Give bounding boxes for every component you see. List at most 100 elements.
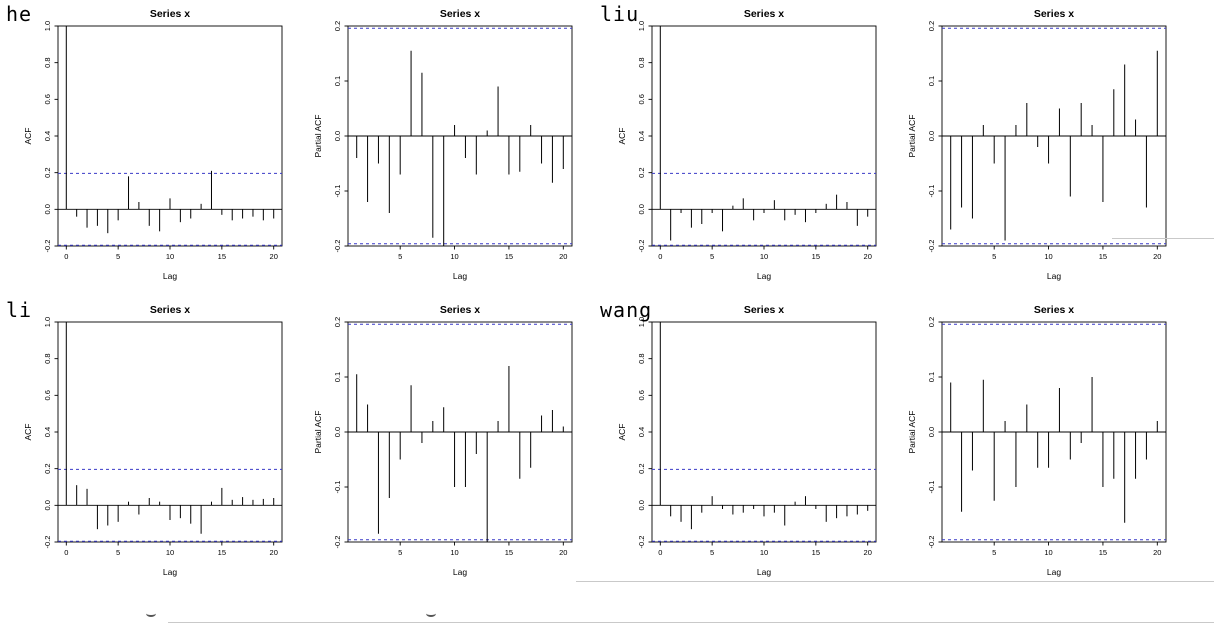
acf-plot-he: Series x -0.2 0.0 0.2 0.4 0.6 0.8 1.0 0 5 10 15 20 La… (22, 2, 290, 284)
pacf-plot-he: Series x -0.2 -0.1 0.0 0.1 0.2 5 10 15 20 Lag Parti… (312, 2, 580, 284)
pacf-plot-wang: Series x -0.2 -0.1 0.0 0.1 0.2 5 10 15 20 Lag Parti… (906, 298, 1174, 580)
pacf-plot-li-svg: Series x -0.2 -0.1 0.0 0.1 0.2 5 10 15 20 Lag Parti… (312, 298, 580, 580)
x-tick-label: 0 (64, 252, 68, 261)
y-tick-label: -0.2 (43, 536, 52, 549)
x-axis-label: Lag (453, 271, 467, 281)
x-tick-label: 20 (1153, 252, 1161, 261)
y-axis-label: ACF (617, 424, 627, 441)
y-tick-label: 0.8 (637, 57, 646, 67)
x-axis-label: Lag (163, 271, 177, 281)
acf-plot-li: Series x -0.2 0.0 0.2 0.4 0.6 0.8 1.0 0 5 10 15 20 La… (22, 298, 290, 580)
x-tick-label: 5 (398, 548, 402, 557)
y-tick-label: 0.0 (927, 427, 936, 437)
row-bottom: li Series x -0.2 0.0 0.2 0.4 0.6 0.8 1.0 0 5 10 15 2… (0, 298, 1214, 580)
y-tick-label: -0.2 (333, 240, 342, 253)
acf-plot-liu-svg: Series x -0.2 0.0 0.2 0.4 0.6 0.8 1.0 0 5 10 15 20 La… (616, 2, 884, 284)
panel-li: li Series x -0.2 0.0 0.2 0.4 0.6 0.8 1.0 0 5 10 15 2… (0, 298, 594, 580)
x-tick-label: 0 (658, 252, 662, 261)
x-tick-label: 10 (450, 252, 458, 261)
y-tick-label: 0.6 (637, 94, 646, 104)
panel-wang-charts: Series x -0.2 0.0 0.2 0.4 0.6 0.8 1.0 0 5 10 15 20 La… (616, 298, 1188, 580)
x-tick-label: 5 (992, 252, 996, 261)
y-tick-label: 0.2 (333, 21, 342, 31)
y-tick-label: 0.0 (43, 204, 52, 214)
x-tick-label: 0 (64, 548, 68, 557)
acf-plot-wang: Series x -0.2 0.0 0.2 0.4 0.6 0.8 1.0 0 5 10 15 20 La… (616, 298, 884, 580)
y-tick-label: 0.0 (637, 204, 646, 214)
cropped-glyph (426, 610, 436, 617)
chart-title: Series x (150, 304, 190, 316)
x-tick-label: 10 (760, 548, 768, 557)
chart-title: Series x (744, 8, 784, 20)
grid-line-right (1112, 238, 1214, 239)
panel-label-he: he (6, 2, 33, 26)
y-tick-label: 1.0 (43, 21, 52, 31)
chart-title: Series x (744, 304, 784, 316)
y-tick-label: 0.0 (333, 427, 342, 437)
chart-title: Series x (1034, 304, 1074, 316)
y-tick-label: -0.2 (333, 536, 342, 549)
panel-he-charts: Series x -0.2 0.0 0.2 0.4 0.6 0.8 1.0 0 5 10 15 20 La… (22, 2, 594, 284)
x-axis-label: Lag (453, 567, 467, 577)
y-tick-label: -0.2 (43, 240, 52, 253)
x-tick-label: 20 (270, 548, 278, 557)
y-tick-label: 0.2 (637, 167, 646, 177)
y-tick-label: -0.2 (927, 240, 936, 253)
y-tick-label: 1.0 (43, 317, 52, 327)
x-axis-label: Lag (757, 271, 771, 281)
y-tick-label: 0.1 (927, 76, 936, 86)
x-tick-label: 5 (398, 252, 402, 261)
x-tick-label: 15 (218, 252, 226, 261)
y-tick-label: 0.2 (927, 317, 936, 327)
x-tick-label: 10 (1044, 252, 1052, 261)
y-tick-label: 0.8 (43, 353, 52, 363)
y-tick-label: 0.6 (637, 390, 646, 400)
y-tick-label: -0.2 (637, 240, 646, 253)
x-axis-label: Lag (1047, 567, 1061, 577)
y-tick-label: 0.1 (927, 372, 936, 382)
x-tick-label: 5 (116, 548, 120, 557)
y-tick-label: -0.1 (333, 185, 342, 198)
x-tick-label: 20 (270, 252, 278, 261)
panel-liu: liu Series x -0.2 0.0 0.2 0.4 0.6 0.8 1.0 0 5 10 15… (594, 2, 1188, 284)
y-tick-label: 0.2 (43, 167, 52, 177)
x-tick-label: 15 (1099, 252, 1107, 261)
acf-plot-he-svg: Series x -0.2 0.0 0.2 0.4 0.6 0.8 1.0 0 5 10 15 20 La… (22, 2, 290, 284)
y-tick-label: 0.4 (637, 131, 646, 141)
y-axis-label: ACF (23, 128, 33, 145)
x-tick-label: 10 (1044, 548, 1052, 557)
x-tick-label: 20 (864, 548, 872, 557)
x-tick-label: 20 (1153, 548, 1161, 557)
x-tick-label: 15 (505, 252, 513, 261)
y-tick-label: 0.8 (637, 353, 646, 363)
y-tick-label: -0.1 (333, 481, 342, 494)
acf-plot-wang-svg: Series x -0.2 0.0 0.2 0.4 0.6 0.8 1.0 0 5 10 15 20 La… (616, 298, 884, 580)
chart-title: Series x (1034, 8, 1074, 20)
panel-label-li: li (6, 298, 33, 322)
y-tick-label: 0.4 (43, 131, 52, 141)
y-tick-label: 1.0 (637, 317, 646, 327)
row-top: he Series x -0.2 0.0 0.2 0.4 0.6 0.8 1.0 0 5 10 15 2… (0, 2, 1214, 284)
pacf-plot-liu: Series x -0.2 -0.1 0.0 0.1 0.2 5 10 15 20 Lag Parti… (906, 2, 1174, 284)
acf-plot-li-svg: Series x -0.2 0.0 0.2 0.4 0.6 0.8 1.0 0 5 10 15 20 La… (22, 298, 290, 580)
panel-label-wang: wang (600, 298, 653, 322)
x-tick-label: 15 (812, 548, 820, 557)
pacf-plot-wang-svg: Series x -0.2 -0.1 0.0 0.1 0.2 5 10 15 20 Lag Parti… (906, 298, 1174, 580)
y-tick-label: -0.1 (927, 481, 936, 494)
y-tick-label: 1.0 (637, 21, 646, 31)
x-axis-label: Lag (163, 567, 177, 577)
x-tick-label: 0 (658, 548, 662, 557)
y-tick-label: 0.6 (43, 390, 52, 400)
panel-wang: wang Series x -0.2 0.0 0.2 0.4 0.6 0.8 1.0 0 5 10 1… (594, 298, 1188, 580)
x-tick-label: 10 (450, 548, 458, 557)
x-tick-label: 15 (505, 548, 513, 557)
x-tick-label: 5 (992, 548, 996, 557)
y-axis-label: Partial ACF (313, 411, 323, 454)
y-axis-label: Partial ACF (313, 115, 323, 158)
panel-liu-charts: Series x -0.2 0.0 0.2 0.4 0.6 0.8 1.0 0 5 10 15 20 La… (616, 2, 1188, 284)
x-tick-label: 20 (559, 548, 567, 557)
x-axis-label: Lag (757, 567, 771, 577)
chart-title: Series x (150, 8, 190, 20)
y-tick-label: 0.2 (637, 463, 646, 473)
